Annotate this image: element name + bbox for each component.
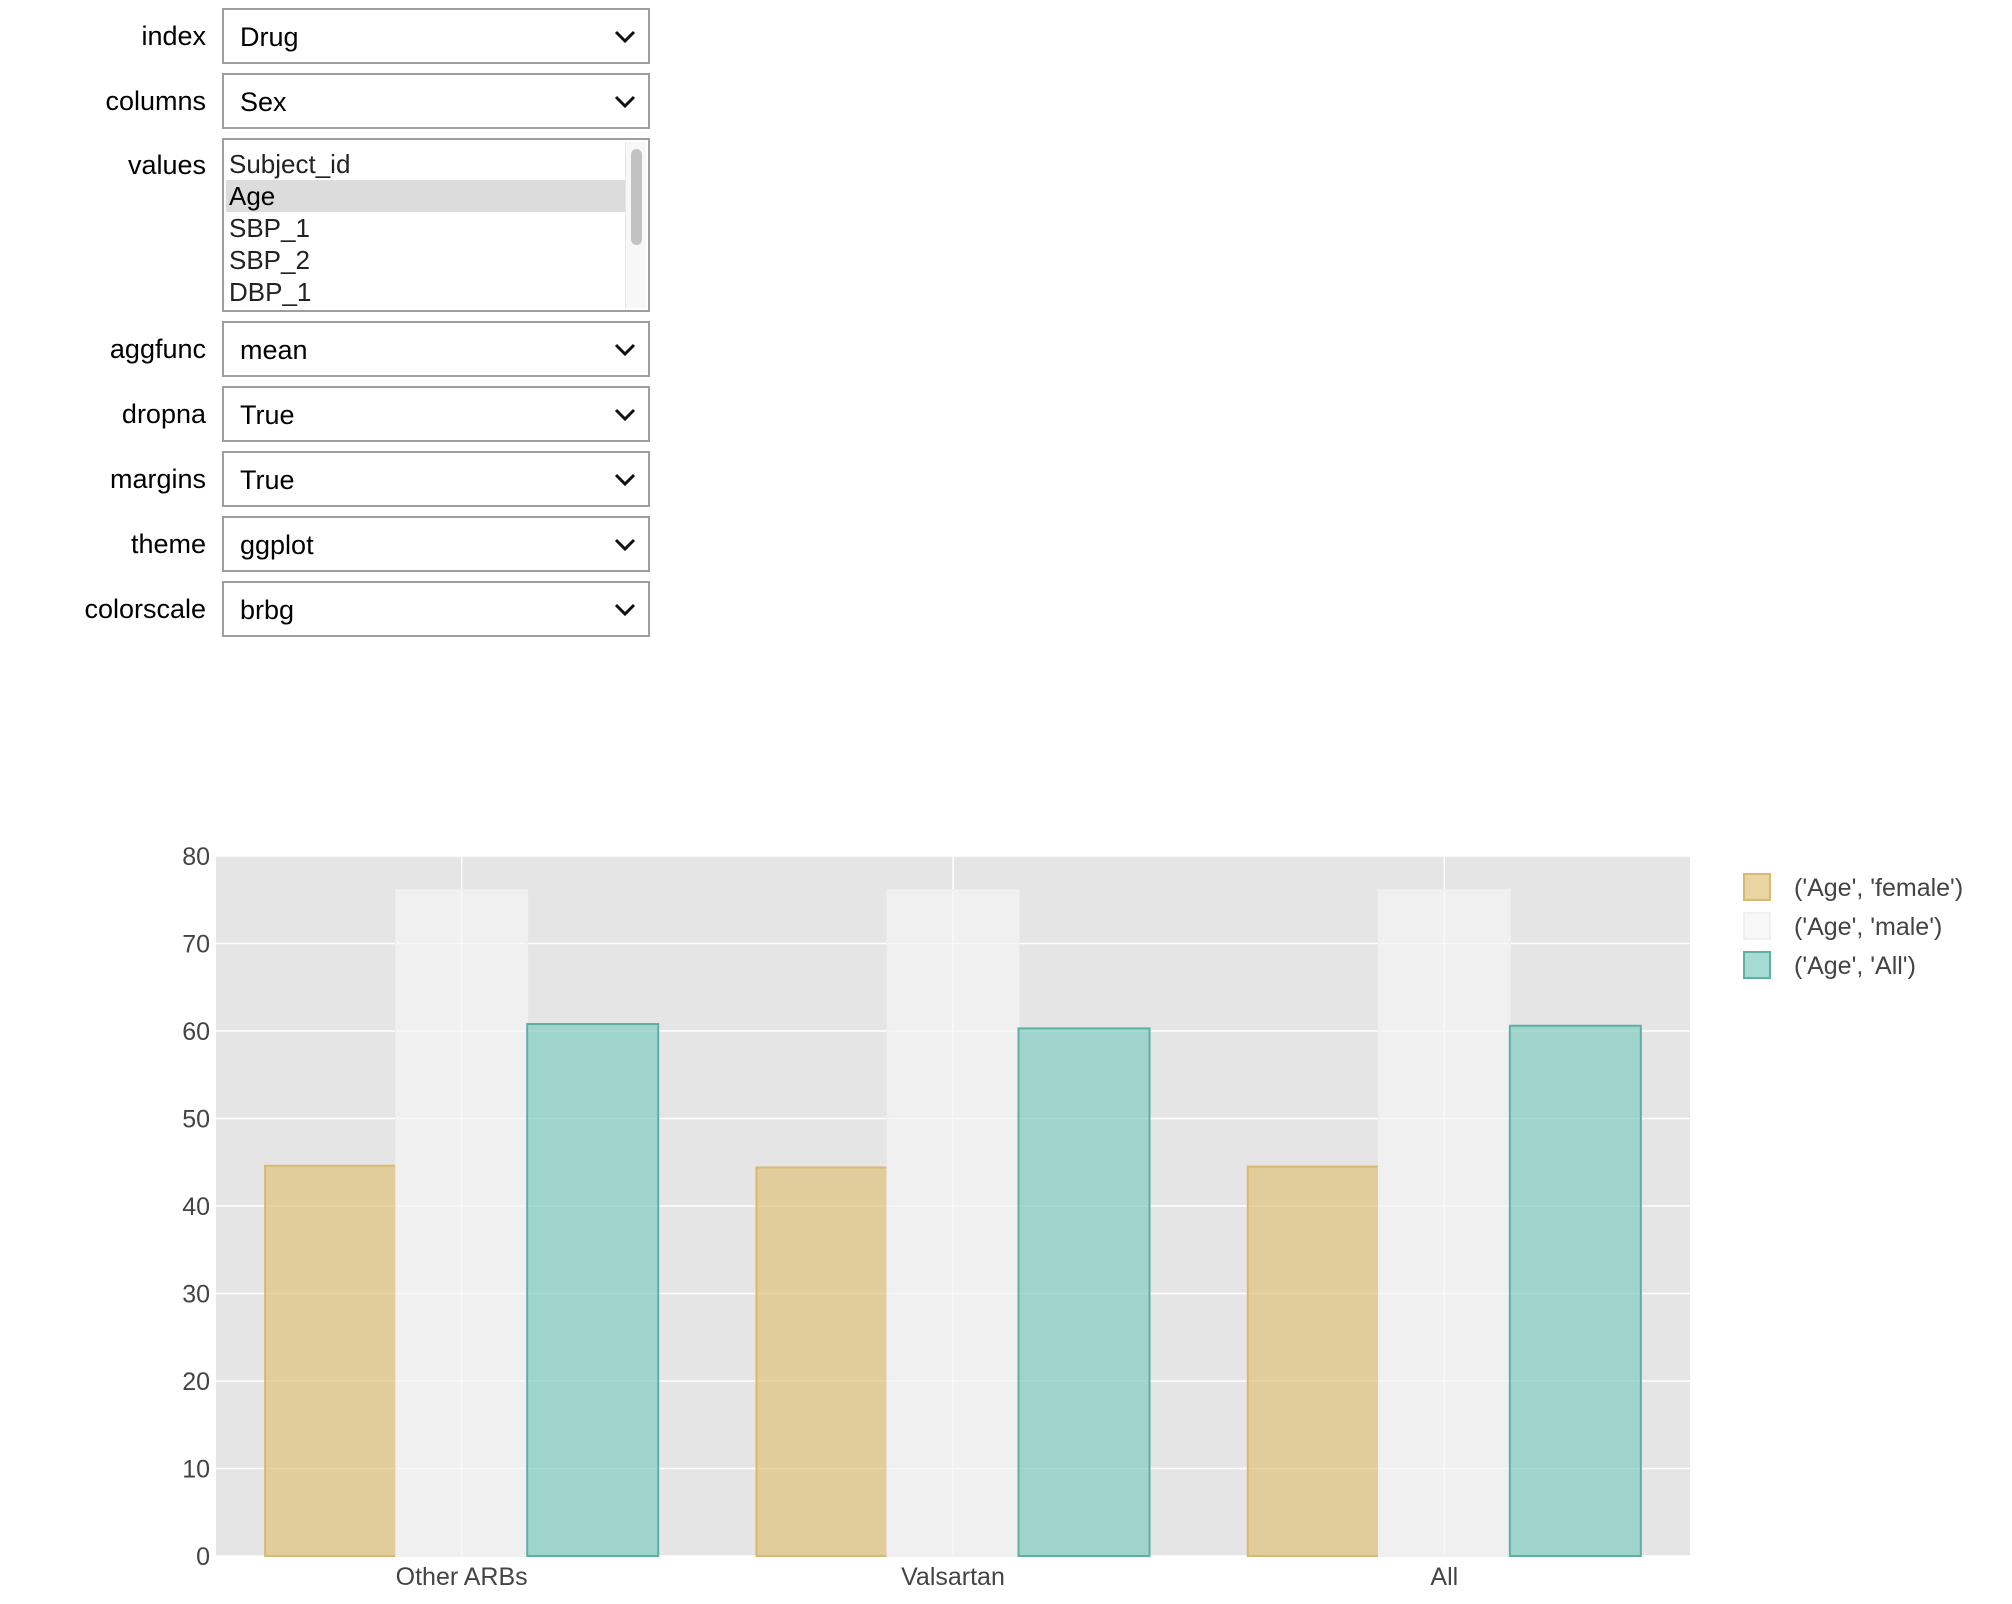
- legend-label-female[interactable]: ('Age', 'female'): [1794, 874, 1963, 902]
- margins-dropdown[interactable]: True: [222, 451, 650, 507]
- bar-male-0: [395, 889, 529, 1557]
- bar-all-0: [526, 1023, 660, 1557]
- values-option-dbp-1[interactable]: DBP_1: [229, 277, 312, 307]
- bar-male-1: [886, 889, 1020, 1557]
- colorscale-dropdown[interactable]: brbg: [222, 581, 650, 637]
- columns-row: columns Sex: [0, 73, 660, 129]
- bar-all-1: [1017, 1027, 1151, 1557]
- theme-dropdown-value: ggplot: [240, 530, 314, 560]
- y-tick-label: 10: [182, 1456, 210, 1484]
- chevron-down-icon: [614, 603, 636, 617]
- margins-dropdown-value: True: [240, 465, 295, 495]
- dropna-row: dropna True: [0, 386, 660, 442]
- colorscale-dropdown-value: brbg: [240, 595, 295, 625]
- y-tick-label: 60: [182, 1018, 210, 1046]
- bar-female-1: [755, 1166, 889, 1557]
- bar-female-2: [1246, 1165, 1380, 1557]
- x-tick-label: All: [1430, 1563, 1458, 1591]
- index-row: index Drug: [0, 8, 660, 64]
- bar-all-2: [1508, 1024, 1642, 1557]
- x-tick-label: Valsartan: [901, 1563, 1005, 1591]
- aggfunc-row: aggfunc mean: [0, 321, 660, 377]
- chart-canvas: 0 10 20 30 40 50 60 70 80 Other ARBs Valsartan All (…: [182, 843, 1963, 1591]
- margins-label: margins: [109, 464, 206, 494]
- index-label: index: [141, 21, 206, 51]
- y-tick-label: 80: [182, 843, 210, 871]
- values-label: values: [127, 150, 206, 180]
- y-tick-label: 50: [182, 1106, 210, 1134]
- y-tick-label: 40: [182, 1193, 210, 1221]
- legend-label-all[interactable]: ('Age', 'All'): [1794, 952, 1916, 980]
- colorscale-label: colorscale: [84, 594, 206, 624]
- chevron-down-icon: [614, 30, 636, 44]
- bar-female-0: [264, 1164, 398, 1557]
- dropna-label: dropna: [121, 399, 206, 429]
- chevron-down-icon: [614, 538, 636, 552]
- columns-dropdown-value: Sex: [240, 87, 287, 117]
- legend-swatch-female[interactable]: [1743, 873, 1771, 901]
- theme-row: theme ggplot: [0, 516, 660, 572]
- aggfunc-label: aggfunc: [109, 334, 206, 364]
- dropna-dropdown-value: True: [240, 400, 295, 430]
- index-dropdown[interactable]: Drug: [222, 8, 650, 64]
- values-option-sbp-2[interactable]: SBP_2: [229, 245, 310, 275]
- chevron-down-icon: [614, 408, 636, 422]
- y-tick-label: 70: [182, 931, 210, 959]
- y-tick-label: 30: [182, 1281, 210, 1309]
- legend-swatch-all[interactable]: [1743, 951, 1771, 979]
- values-option-sbp-1[interactable]: SBP_1: [229, 213, 310, 243]
- colorscale-row: colorscale brbg: [0, 581, 660, 637]
- values-scrollbar-thumb[interactable]: [631, 149, 642, 245]
- legend-label-male[interactable]: ('Age', 'male'): [1794, 913, 1942, 941]
- dropna-dropdown[interactable]: True: [222, 386, 650, 442]
- aggfunc-dropdown-value: mean: [240, 335, 308, 365]
- y-tick-label: 20: [182, 1368, 210, 1396]
- values-multiselect[interactable]: Subject_id Age SBP_1 SBP_2 DBP_1: [222, 138, 650, 312]
- bar-male-2: [1377, 889, 1511, 1557]
- index-dropdown-value: Drug: [240, 22, 299, 52]
- margins-row: margins True: [0, 451, 660, 507]
- pivot-controls-panel: index Drug columns Sex values Subject_id…: [0, 0, 700, 640]
- chevron-down-icon: [614, 473, 636, 487]
- chevron-down-icon: [614, 343, 636, 357]
- values-scrollbar[interactable]: [625, 142, 646, 308]
- columns-dropdown[interactable]: Sex: [222, 73, 650, 129]
- values-row: values Subject_id Age SBP_1 SBP_2 DBP_1: [0, 138, 660, 312]
- values-option-age[interactable]: Age: [226, 180, 628, 212]
- columns-label: columns: [105, 86, 206, 116]
- legend-swatch-male[interactable]: [1743, 912, 1771, 940]
- y-tick-label: 0: [196, 1543, 210, 1571]
- x-tick-label: Other ARBs: [396, 1563, 528, 1591]
- chevron-down-icon: [614, 95, 636, 109]
- theme-label: theme: [130, 529, 206, 559]
- pivot-bar-chart: 0 10 20 30 40 50 60 70 80 Other ARBs Valsartan All (…: [0, 790, 2012, 1604]
- theme-dropdown[interactable]: ggplot: [222, 516, 650, 572]
- values-option-subject-id[interactable]: Subject_id: [229, 149, 351, 179]
- aggfunc-dropdown[interactable]: mean: [222, 321, 650, 377]
